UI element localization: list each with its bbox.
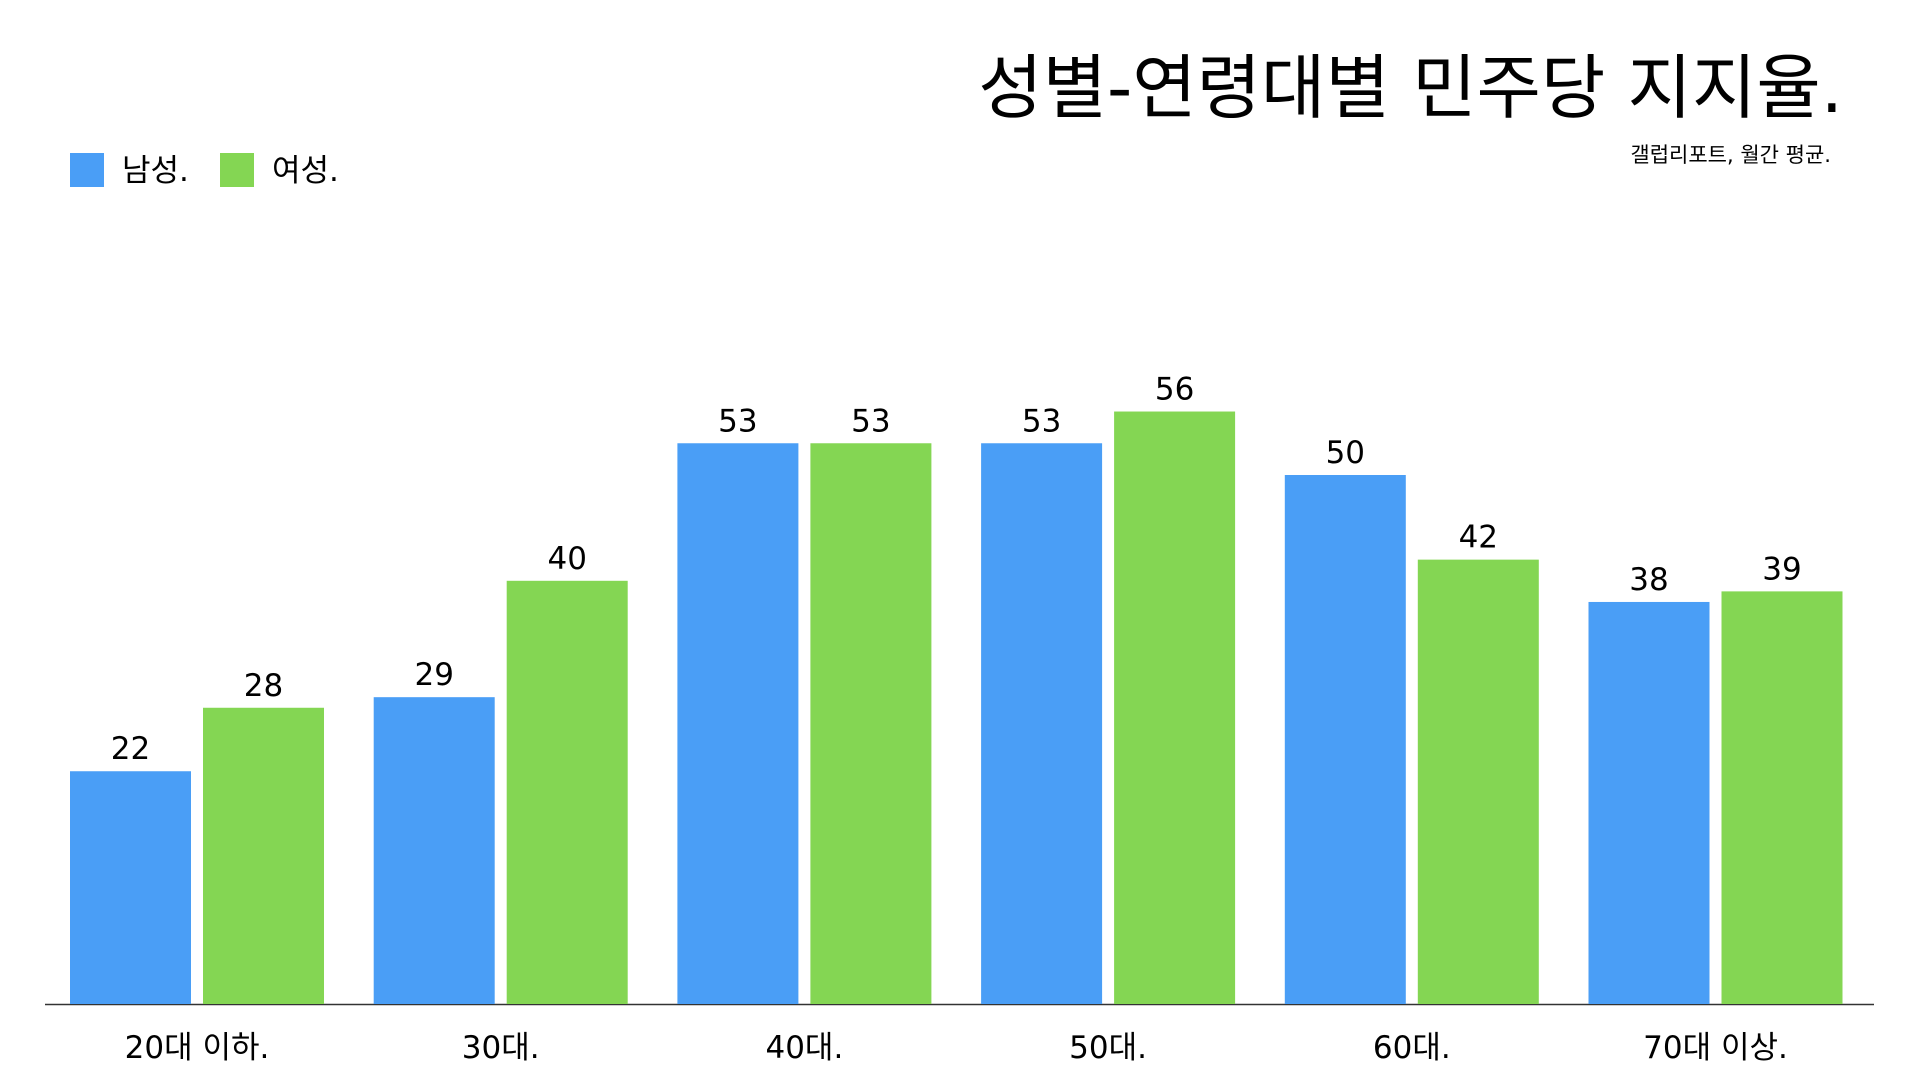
- value-label: 53: [851, 403, 890, 439]
- x-tick-label: 70대 이상.: [1643, 1030, 1788, 1066]
- value-label: 42: [1459, 520, 1498, 556]
- bar: [1114, 411, 1236, 1004]
- value-label: 53: [718, 403, 757, 439]
- value-label: 38: [1629, 562, 1668, 598]
- value-label: 56: [1155, 372, 1194, 408]
- chart-subtitle: 갤럽리포트, 월간 평균.: [1630, 143, 1831, 167]
- x-tick-label: 30대.: [462, 1030, 540, 1066]
- legend-swatch: [220, 153, 254, 187]
- bar: [1417, 559, 1539, 1004]
- x-tick-label: 50대.: [1069, 1030, 1147, 1066]
- bar: [677, 443, 799, 1004]
- x-tick-label: 60대.: [1373, 1030, 1451, 1066]
- chart-title: 성별-연령대별 민주당 지지율.: [978, 47, 1843, 129]
- bar: [70, 771, 191, 1004]
- bar: [1588, 601, 1710, 1004]
- value-label: 22: [111, 731, 150, 767]
- value-label: 29: [414, 657, 453, 693]
- legend-label: 남성.: [122, 153, 189, 189]
- value-label: 53: [1022, 403, 1061, 439]
- bar: [203, 707, 324, 1004]
- value-label: 40: [547, 541, 586, 577]
- x-tick-label: 20대 이하.: [125, 1030, 270, 1066]
- bar: [1721, 591, 1843, 1004]
- bar: [506, 580, 628, 1004]
- value-label: 50: [1326, 435, 1365, 471]
- bar: [810, 443, 932, 1004]
- value-label: 39: [1762, 551, 1801, 587]
- bar: [981, 443, 1103, 1004]
- bar: [1284, 475, 1406, 1004]
- bar: [373, 697, 495, 1004]
- value-label: 28: [244, 668, 283, 704]
- legend-swatch: [70, 153, 104, 187]
- x-tick-label: 40대.: [765, 1030, 843, 1066]
- legend-label: 여성.: [272, 153, 339, 189]
